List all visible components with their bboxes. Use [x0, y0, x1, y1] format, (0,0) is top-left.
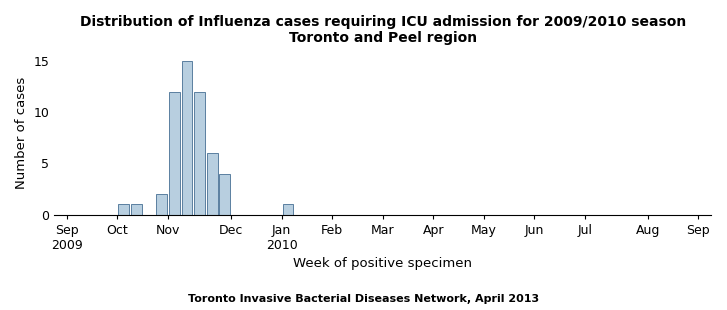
Bar	[169, 91, 180, 215]
Bar	[206, 153, 217, 215]
Bar	[182, 61, 192, 215]
Bar	[194, 91, 205, 215]
Title: Distribution of Influenza cases requiring ICU admission for 2009/2010 season
Tor: Distribution of Influenza cases requirin…	[79, 15, 686, 45]
Text: Toronto Invasive Bacterial Diseases Network, April 2013: Toronto Invasive Bacterial Diseases Netw…	[188, 294, 539, 304]
Bar	[119, 204, 129, 215]
Bar	[131, 204, 142, 215]
X-axis label: Week of positive specimen: Week of positive specimen	[293, 257, 472, 270]
Bar	[220, 174, 230, 215]
Bar	[283, 204, 293, 215]
Bar	[156, 194, 167, 215]
Y-axis label: Number of cases: Number of cases	[15, 77, 28, 189]
